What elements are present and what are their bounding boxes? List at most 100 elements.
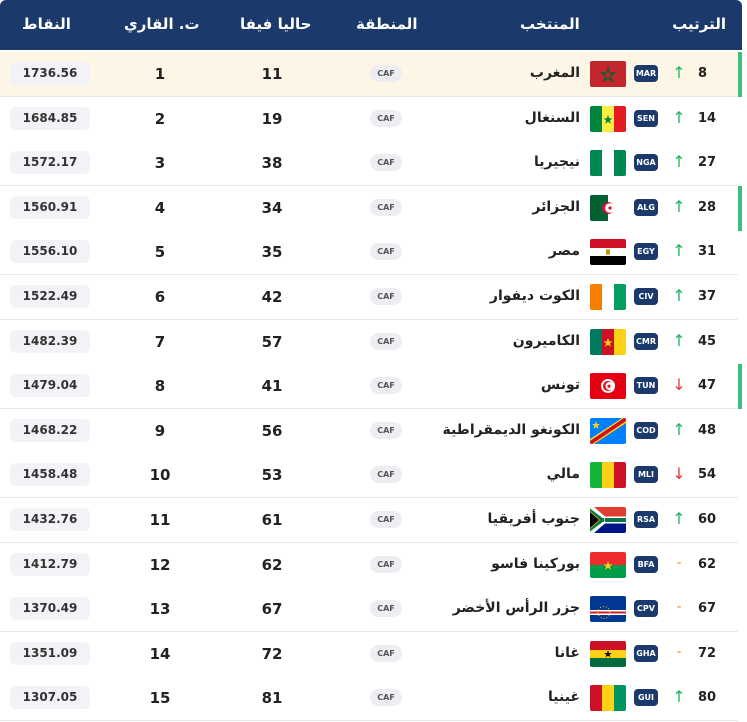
region-badge: CAF [370, 243, 402, 261]
country-code-badge: NGA [634, 154, 658, 172]
country-code-badge: MAR [634, 65, 658, 82]
team-name[interactable]: الجزائر [532, 198, 580, 215]
region-badge: CAF [370, 466, 402, 484]
team-name[interactable]: تونس [540, 377, 580, 394]
continental-rank: 12 [149, 555, 171, 574]
country-code-badge: GHA [634, 644, 658, 662]
team-name[interactable]: نيجيريا [534, 154, 580, 171]
region-badge: CAF [370, 377, 402, 395]
continental-rank: 10 [149, 466, 171, 485]
tunisia-flag-icon [590, 373, 626, 400]
region-badge: CAF [370, 332, 402, 350]
world-rank: 37 [698, 289, 717, 304]
points-value: 1468.22 [10, 418, 90, 442]
points-value: 1458.48 [10, 463, 90, 487]
world-rank: 72 [698, 645, 717, 661]
region-badge: CAF [370, 154, 402, 172]
continental-rank: 11 [149, 511, 171, 529]
fifa-rank: 57 [261, 332, 283, 351]
points-value: 1572.17 [10, 151, 90, 175]
fifa-rank: 67 [261, 600, 283, 619]
algeria-flag-icon [590, 194, 626, 221]
team-name[interactable]: الكاميرون [512, 332, 580, 349]
table-row[interactable]: 27 ↑ NGA نيجيريا CAF 38 3 1572.17 [0, 141, 738, 187]
table-row[interactable]: 8 ↑ MAR المغرب CAF 11 1 1736.56 [0, 52, 742, 97]
table-row[interactable]: 14 ↑ SEN السنغال CAF 19 2 1684.85 [0, 96, 738, 142]
trend-up-icon: ↑ [672, 241, 686, 261]
points-value: 1412.79 [10, 552, 90, 576]
team-name[interactable]: جزر الرأس الأخضر [452, 600, 580, 617]
table-header: الترتيب المنتخب المنطقة حاليا فيفا ت. ال… [0, 0, 742, 50]
table-row[interactable]: 54 ↓ MLI مالي CAF 53 10 1458.48 [0, 453, 738, 499]
world-rank: 27 [698, 155, 717, 171]
south-africa-flag-icon [590, 507, 626, 533]
table-row[interactable]: 37 ↑ CIV الكوت ديفوار CAF 42 6 1522.49 [0, 275, 738, 320]
country-code-badge: SEN [634, 109, 658, 127]
region-badge: CAF [370, 109, 402, 127]
country-code-badge: CIV [634, 288, 658, 305]
world-rank: 45 [698, 333, 717, 349]
country-code-badge: BFA [634, 555, 658, 573]
table-row[interactable]: 72- GHA غانا CAF 72 14 1351.09 [0, 631, 738, 677]
table-row[interactable]: 31 ↑ EGY مصر CAF 35 5 1556.10 [0, 230, 738, 276]
fifa-rank: 19 [261, 109, 283, 128]
country-code-badge: CMR [634, 332, 658, 350]
senegal-flag-icon [590, 105, 626, 132]
points-column-header[interactable]: النقاط [22, 15, 71, 33]
fifa-column-header[interactable]: حاليا فيفا [240, 15, 312, 33]
country-code-badge: GUI [634, 689, 658, 707]
fifa-rank: 61 [261, 511, 283, 529]
fifa-rank: 72 [261, 644, 283, 663]
trend-up-icon: ↑ [672, 419, 686, 439]
points-value: 1482.39 [10, 329, 90, 353]
rank-column-header[interactable]: الترتيب [672, 15, 726, 33]
world-rank: 67 [698, 601, 717, 617]
team-name[interactable]: مصر [548, 243, 580, 260]
continental-column-header[interactable]: ت. القاري [124, 15, 200, 33]
team-name[interactable]: جنوب أفريقيا [487, 511, 580, 527]
points-value: 1560.91 [10, 195, 90, 219]
team-name[interactable]: السنغال [524, 109, 580, 126]
continental-rank: 2 [154, 109, 166, 128]
region-column-header[interactable]: المنطقة [356, 15, 418, 33]
team-name[interactable]: غينيا [548, 689, 580, 706]
world-rank: 48 [698, 422, 717, 438]
team-name[interactable]: الكونغو الديمقراطية [442, 421, 580, 438]
nigeria-flag-icon [590, 150, 626, 177]
trend-down-icon: ↓ [672, 375, 686, 395]
country-code-badge: CPV [634, 600, 658, 618]
team-name[interactable]: بوركينا فاسو [491, 555, 580, 572]
fifa-rank: 42 [261, 288, 283, 306]
trend-up-icon: ↑ [672, 509, 686, 528]
team-name[interactable]: الكوت ديفوار [489, 288, 580, 304]
burkina-faso-flag-icon [590, 551, 626, 578]
team-name[interactable]: غانا [554, 644, 580, 661]
continental-rank: 14 [149, 644, 171, 663]
table-row[interactable]: 28 ↑ ALG الجزائر CAF 34 4 1560.91 [0, 185, 742, 231]
trend-up-icon: ↑ [672, 330, 686, 350]
trend-down-icon: ↓ [672, 464, 686, 484]
team-name[interactable]: المغرب [529, 65, 580, 81]
dr-congo-flag-icon [590, 417, 626, 444]
table-row[interactable]: 48 ↑ COD الكونغو الديمقراطية CAF 56 9 1468.22 [0, 408, 738, 454]
team-column-header[interactable]: المنتخب [520, 15, 580, 33]
region-badge: CAF [370, 689, 402, 707]
region-badge: CAF [370, 421, 402, 439]
region-badge: CAF [370, 288, 402, 305]
row-accent-bar [738, 364, 742, 410]
table-row[interactable]: 62- BFA بوركينا فاسو CAF 62 12 1412.79 [0, 542, 738, 588]
fifa-rank: 34 [261, 198, 283, 217]
mali-flag-icon [590, 462, 626, 489]
points-value: 1307.05 [10, 686, 90, 710]
table-row[interactable]: 47 ↓ TUN تونس CAF 41 8 1479.04 [0, 364, 742, 410]
country-code-badge: COD [634, 421, 658, 439]
table-row[interactable]: 60 ↑ RSA جنوب أفريقيا CAF 61 11 1432.76 [0, 498, 738, 543]
table-row[interactable]: 45 ↑ CMR الكاميرون CAF 57 7 1482.39 [0, 319, 738, 365]
trend-up-icon: ↑ [672, 152, 686, 172]
points-value: 1432.76 [10, 508, 90, 531]
table-row[interactable]: 80 ↑ GUI غينيا CAF 81 15 1307.05 [0, 676, 738, 722]
country-code-badge: EGY [634, 243, 658, 261]
world-rank: 80 [698, 690, 717, 706]
team-name[interactable]: مالي [546, 466, 580, 483]
table-row[interactable]: 67- CPV جزر الرأس الأخضر CAF 67 13 1370.49 [0, 587, 738, 633]
